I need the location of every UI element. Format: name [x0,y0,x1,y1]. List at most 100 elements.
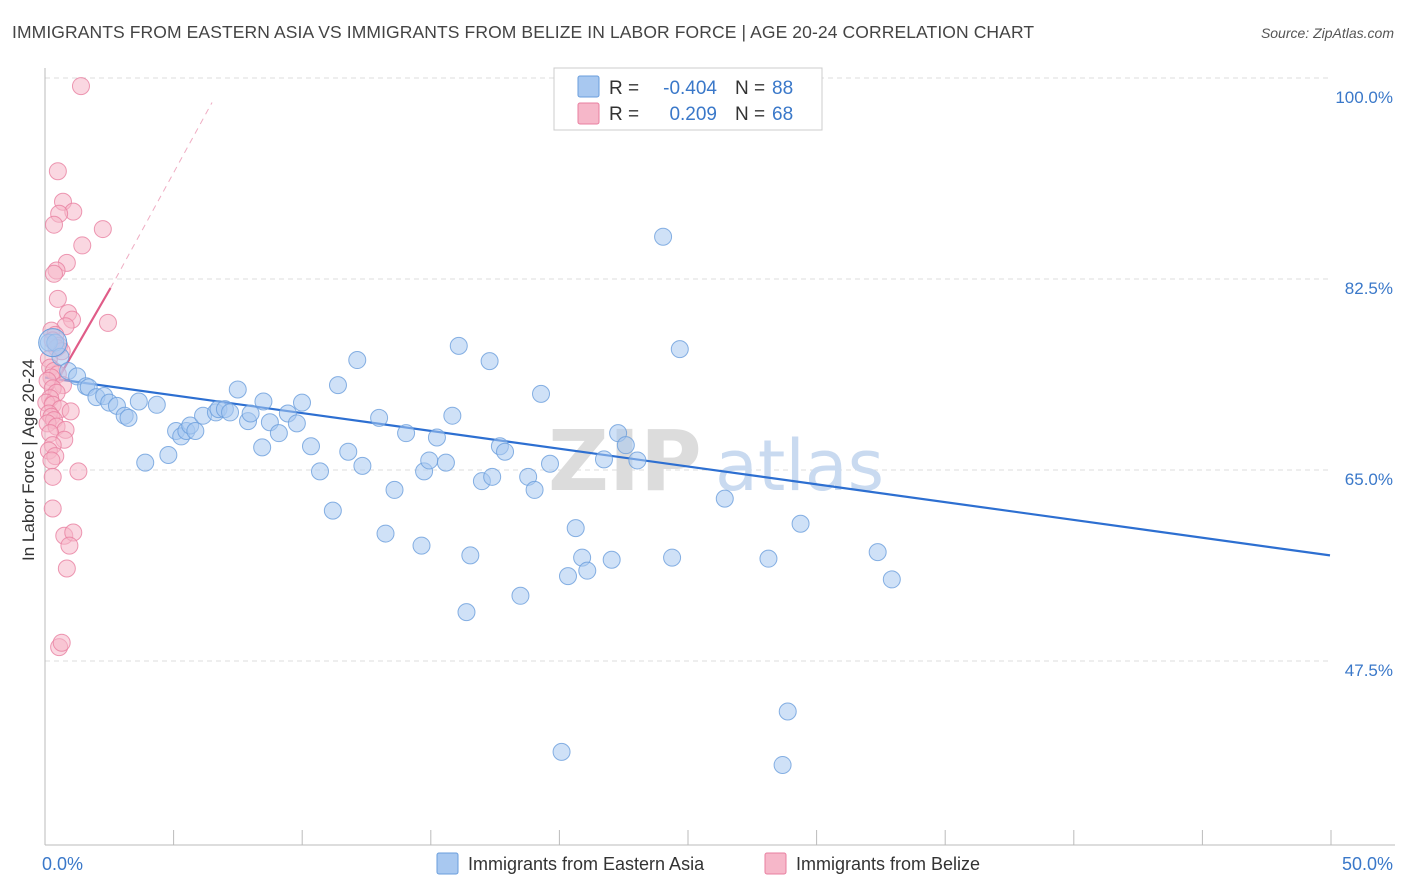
legend-n-value-2: 68 [772,104,793,125]
point-eastern-asia [254,392,273,411]
point-eastern-asia [129,392,148,411]
point-belize [48,289,67,308]
watermark-zip: ZIP [548,412,702,510]
data-points [37,77,901,774]
trend-line-belize-extension [110,102,213,289]
point-eastern-asia [443,406,462,425]
point-eastern-asia [159,445,178,464]
y-tick-label: 47.5% [1345,661,1393,680]
point-eastern-asia [773,755,792,774]
point-eastern-asia [293,393,311,412]
point-eastern-asia [427,428,446,447]
legend-swatch-belize [577,102,600,125]
point-eastern-asia [301,437,320,456]
point-eastern-asia [323,501,342,520]
point-eastern-asia [483,467,502,486]
bottom-legend-swatch-eastern-asia [436,852,459,875]
legend-n-label-2: N = [735,104,765,125]
x-tick-label-max: 50.0% [1342,854,1393,874]
point-belize [60,536,79,555]
grid-lines [45,77,1330,662]
source-credit: Source: ZipAtlas.com [1260,25,1394,41]
point-eastern-asia [616,436,635,455]
point-eastern-asia [287,414,306,433]
point-eastern-asia [339,442,358,461]
point-eastern-asia [436,453,455,472]
point-eastern-asia [602,550,621,569]
point-eastern-asia [480,352,499,371]
point-belize [42,451,61,470]
point-belize [52,633,71,652]
point-belize [44,264,63,283]
point-eastern-asia [412,536,431,555]
point-eastern-asia [628,451,647,470]
y-tick-label: 65.0% [1345,470,1393,489]
point-eastern-asia [385,480,404,499]
x-tick-label-min: 0.0% [42,854,83,874]
point-eastern-asia [558,567,577,586]
point-eastern-asia [791,514,810,533]
point-eastern-asia [228,380,247,399]
watermark-atlas: atlas [715,425,884,507]
point-belize [69,462,88,481]
point-eastern-asia [186,421,205,440]
legend-r-label-2: R = [609,104,639,125]
point-eastern-asia [119,408,138,427]
point-eastern-asia [136,453,155,472]
y-axis-title: In Labor Force | Age 20-24 [19,359,38,561]
point-belize [71,77,90,96]
legend-swatch-eastern-asia [577,75,600,98]
point-eastern-asia [221,403,240,422]
point-belize [48,162,67,181]
bottom-legend-label-eastern-asia: Immigrants from Eastern Asia [468,854,705,874]
point-belize [73,236,92,255]
point-eastern-asia [420,451,439,470]
point-belize [93,220,112,239]
y-tick-label: 82.5% [1345,279,1393,298]
y-tick-label: 100.0% [1335,88,1393,107]
point-eastern-asia [449,336,468,355]
legend-r-value-2: 0.209 [669,104,717,125]
point-eastern-asia [241,404,260,423]
bottom-legend-swatch-belize [764,852,787,875]
point-eastern-asia-large [38,328,68,358]
point-belize [98,313,117,332]
point-eastern-asia [594,450,613,469]
point-belize [44,215,63,234]
point-eastern-asia [310,462,329,481]
point-eastern-asia [663,548,682,567]
y-tick-labels: 47.5% 65.0% 82.5% 100.0% [1335,88,1393,680]
point-eastern-asia [147,395,166,414]
legend-box: R = -0.404 N = 88 R = 0.209 N = 68 [553,67,823,131]
point-eastern-asia [376,524,395,543]
trend-line-eastern-asia [44,376,1331,557]
point-eastern-asia [461,546,480,565]
point-belize [43,499,62,518]
point-eastern-asia [552,742,571,761]
point-eastern-asia [541,454,560,473]
point-eastern-asia [328,376,347,395]
point-eastern-asia [670,340,689,359]
point-belize [43,467,62,486]
point-eastern-asia [253,438,272,457]
point-eastern-asia [578,561,597,580]
point-eastern-asia [566,519,585,538]
point-eastern-asia [348,351,367,370]
point-eastern-asia [511,586,530,605]
chart-title: IMMIGRANTS FROM EASTERN ASIA VS IMMIGRAN… [12,22,1035,42]
legend-r-value-1: -0.404 [663,78,717,99]
point-eastern-asia [868,543,887,562]
legend-n-label-1: N = [735,78,765,99]
point-eastern-asia [370,408,389,427]
point-belize [57,559,76,578]
point-eastern-asia [759,549,778,568]
point-eastern-asia [457,603,476,622]
point-eastern-asia [654,227,673,246]
bottom-legend-label-belize: Immigrants from Belize [796,854,980,874]
point-eastern-asia [532,384,551,403]
x-tick-labels: 0.0% 50.0% [42,854,1393,874]
point-eastern-asia [778,702,797,721]
point-eastern-asia [525,480,544,499]
point-eastern-asia [269,424,288,443]
